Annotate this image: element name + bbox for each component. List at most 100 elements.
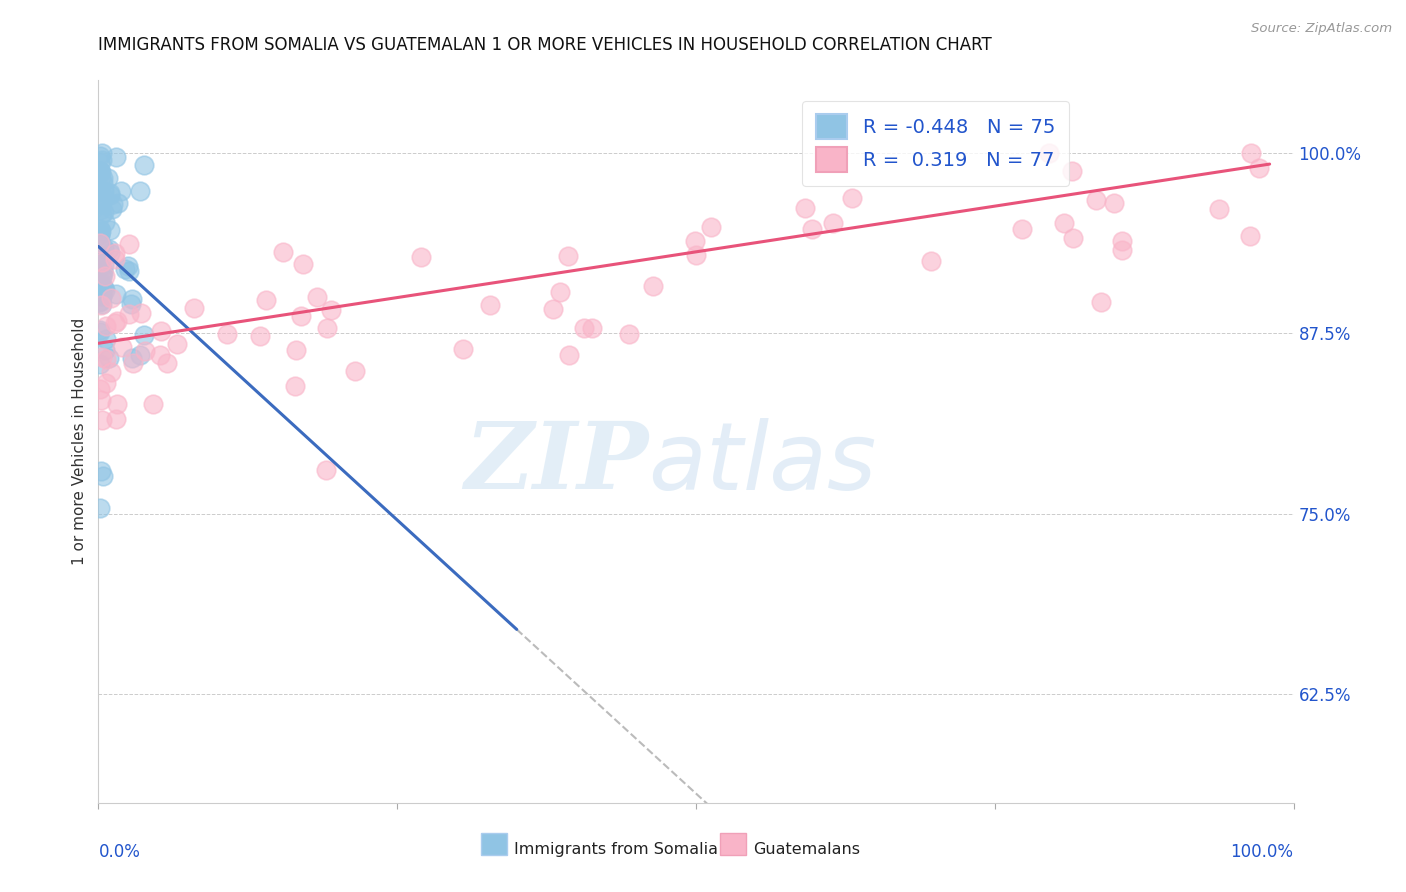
Point — [104, 245, 127, 260]
Point — [700, 219, 723, 234]
Point — [91, 176, 114, 190]
Point — [89, 501, 111, 516]
Point — [134, 344, 156, 359]
Point — [89, 149, 111, 163]
Point — [1240, 145, 1263, 160]
Point — [343, 363, 366, 377]
Point — [89, 255, 111, 269]
Point — [100, 246, 122, 260]
Point — [93, 184, 115, 198]
Point — [89, 235, 111, 249]
Point — [581, 321, 603, 335]
Point — [90, 252, 112, 266]
Point — [215, 327, 238, 342]
Point — [1090, 294, 1112, 309]
Point — [98, 188, 121, 202]
Point — [315, 320, 337, 334]
Point — [114, 262, 136, 277]
Point — [107, 196, 129, 211]
Point — [89, 227, 111, 241]
Point — [291, 257, 314, 271]
Point — [90, 197, 112, 211]
Point — [98, 223, 121, 237]
Text: ZIP: ZIP — [464, 418, 648, 508]
Point — [800, 221, 823, 235]
Point — [105, 286, 128, 301]
Point — [89, 235, 111, 250]
Point — [89, 183, 111, 197]
Point — [110, 184, 132, 198]
Point — [290, 309, 312, 323]
Point — [104, 252, 127, 266]
Point — [101, 202, 124, 216]
Point — [91, 145, 114, 160]
Point — [89, 382, 111, 396]
Point — [94, 283, 117, 297]
Point — [249, 329, 271, 343]
Point — [105, 150, 128, 164]
Point — [1111, 234, 1133, 248]
Point — [111, 340, 134, 354]
Point — [128, 184, 150, 198]
Point — [91, 153, 114, 167]
Point — [118, 307, 141, 321]
Point — [685, 248, 707, 262]
Point — [93, 263, 115, 277]
Point — [90, 255, 112, 269]
Bar — [481, 833, 508, 855]
Point — [89, 227, 111, 242]
Point — [89, 164, 111, 178]
Point — [1060, 164, 1083, 178]
Point — [91, 289, 114, 303]
Point — [98, 186, 121, 200]
Point — [543, 301, 565, 316]
Point — [91, 413, 114, 427]
Legend: R = -0.448   N = 75, R =  0.319   N = 77: R = -0.448 N = 75, R = 0.319 N = 77 — [803, 101, 1069, 186]
Point — [823, 216, 845, 230]
Point — [128, 348, 150, 362]
Point — [557, 348, 579, 362]
Point — [94, 215, 117, 229]
Point — [105, 411, 128, 425]
Point — [1208, 202, 1230, 217]
Point — [90, 298, 112, 312]
Point — [120, 297, 142, 311]
Text: atlas: atlas — [648, 417, 876, 508]
Point — [89, 358, 111, 372]
Point — [557, 249, 579, 263]
Point — [132, 158, 155, 172]
Point — [94, 319, 117, 334]
Point — [89, 222, 111, 236]
Point — [93, 258, 115, 272]
Point — [150, 324, 173, 338]
Point — [94, 268, 117, 283]
Point — [89, 155, 111, 169]
Point — [98, 351, 121, 365]
Point — [271, 245, 294, 260]
Point — [118, 237, 141, 252]
Point — [91, 350, 114, 364]
Point — [920, 254, 942, 268]
Text: Immigrants from Somalia: Immigrants from Somalia — [515, 842, 718, 857]
Point — [1085, 193, 1108, 207]
Point — [118, 263, 141, 277]
Point — [94, 343, 117, 357]
Point — [90, 288, 112, 302]
Point — [117, 259, 139, 273]
Point — [90, 464, 112, 478]
Text: Guatemalans: Guatemalans — [754, 842, 860, 857]
Point — [142, 397, 165, 411]
Point — [315, 463, 337, 477]
Point — [683, 235, 706, 249]
Point — [183, 301, 205, 315]
Y-axis label: 1 or more Vehicles in Household: 1 or more Vehicles in Household — [72, 318, 87, 566]
Point — [89, 293, 111, 308]
Point — [90, 171, 112, 186]
Point — [89, 295, 111, 310]
Point — [100, 291, 122, 305]
Point — [91, 281, 114, 295]
Point — [451, 343, 474, 357]
Point — [89, 277, 111, 291]
Point — [89, 164, 111, 178]
Point — [166, 337, 188, 351]
